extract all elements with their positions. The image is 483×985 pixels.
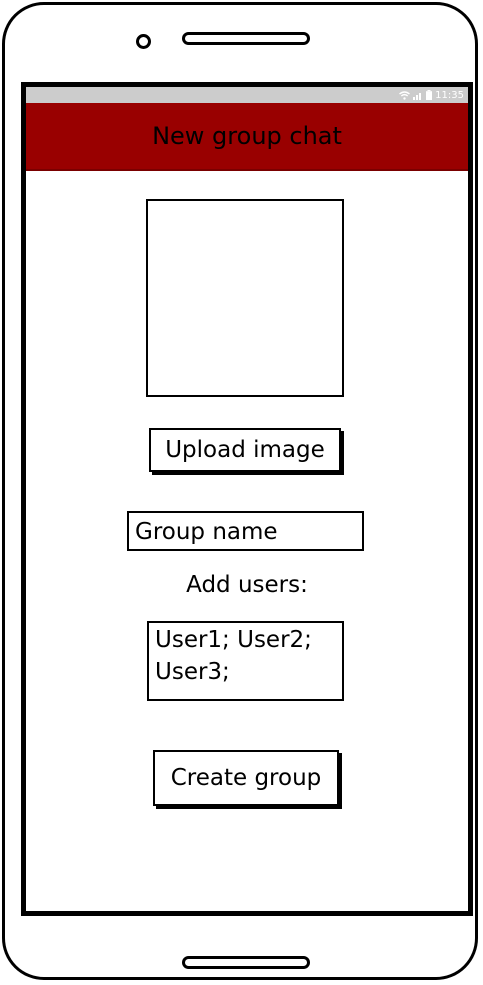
status-bar: 11:35	[26, 87, 468, 103]
phone-screen: 11:35 New group chat Upload image Add us…	[21, 82, 473, 916]
add-users-field[interactable]: User1; User2; User3;	[147, 621, 344, 701]
group-image-placeholder	[146, 199, 344, 397]
phone-frame: 11:35 New group chat Upload image Add us…	[2, 2, 478, 980]
create-group-button[interactable]: Create group	[153, 750, 339, 806]
group-name-field[interactable]	[127, 511, 364, 551]
speaker-grille	[182, 32, 310, 45]
battery-icon	[426, 90, 433, 100]
status-time: 11:35	[435, 89, 464, 101]
page-title: New group chat	[152, 122, 342, 150]
camera-icon	[136, 34, 151, 49]
signal-icon	[413, 91, 423, 100]
wifi-icon	[399, 90, 411, 100]
add-users-label: Add users:	[186, 572, 308, 598]
home-button[interactable]	[182, 956, 310, 969]
upload-image-button[interactable]: Upload image	[149, 428, 341, 472]
app-bar: New group chat	[26, 103, 468, 171]
status-icons: 11:35	[399, 88, 464, 102]
